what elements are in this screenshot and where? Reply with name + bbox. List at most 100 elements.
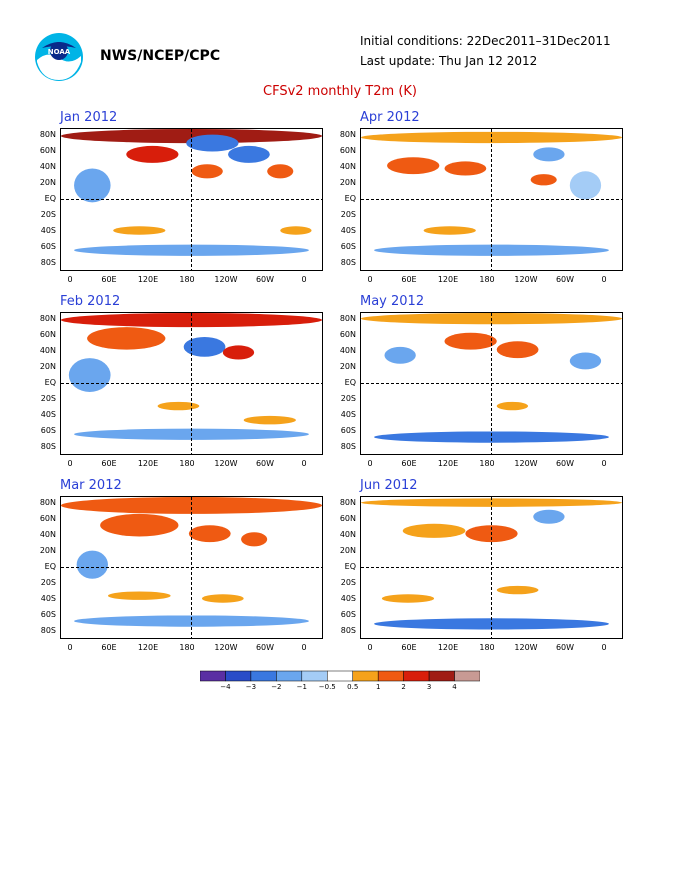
lon-label: 120E	[137, 275, 159, 284]
lat-label: 20S	[340, 210, 356, 219]
lon-label: 0	[67, 459, 73, 468]
lat-label: 20N	[339, 178, 356, 187]
colorbar-swatch	[352, 670, 379, 682]
colorbar-label: 1	[375, 683, 381, 691]
colorbar-label: 4	[452, 683, 457, 691]
lon-label: 120E	[137, 643, 159, 652]
lat-label: EQ	[344, 378, 356, 387]
panel-title: May 2012	[360, 294, 425, 309]
lat-label: 60N	[339, 514, 356, 523]
lat-label: EQ	[44, 562, 56, 571]
lat-label: 80S	[340, 258, 356, 267]
colorbar-label: 0.5	[347, 683, 359, 691]
lat-label: 60S	[40, 242, 56, 251]
lat-label: 60N	[39, 330, 56, 339]
anomaly-region	[241, 532, 268, 547]
lon-label: 180	[479, 459, 495, 468]
lon-label: 60E	[101, 643, 117, 652]
anomaly-region	[496, 585, 539, 595]
map-field	[361, 313, 622, 454]
lat-label: 20N	[339, 546, 356, 555]
anomaly-region	[243, 415, 296, 425]
anomaly-region	[74, 615, 309, 627]
anomaly-region	[68, 358, 111, 392]
lat-label: 40N	[339, 346, 356, 355]
colorbar-swatch	[428, 670, 455, 682]
lon-label: 60W	[555, 459, 575, 468]
lon-label: 120E	[437, 459, 459, 468]
lat-label: 40S	[340, 594, 356, 603]
lon-label: 60E	[401, 275, 417, 284]
figure-title: CFSv2 monthly T2m (K)	[263, 84, 417, 99]
lat-label: 40S	[40, 410, 56, 419]
colorbar-swatch	[301, 670, 328, 682]
lon-label: 0	[601, 643, 607, 652]
lat-label: 80N	[39, 314, 56, 323]
panel-title: Apr 2012	[360, 110, 420, 125]
lat-label: 60S	[340, 610, 356, 619]
lon-label: 0	[367, 275, 373, 284]
anomaly-region	[61, 497, 322, 514]
colorbar	[200, 670, 480, 682]
lat-label: 40S	[40, 594, 56, 603]
anomaly-region	[423, 226, 476, 235]
anomaly-region	[188, 525, 231, 543]
lon-label: 0	[301, 275, 307, 284]
map-field	[61, 129, 322, 270]
anomaly-region	[100, 513, 179, 537]
anomaly-map	[60, 312, 323, 455]
lat-label: 40S	[340, 226, 356, 235]
lat-label: 20S	[40, 394, 56, 403]
anomaly-region	[183, 336, 226, 357]
lat-label: 20S	[340, 394, 356, 403]
lon-label: 120W	[514, 275, 538, 284]
lon-label: 120E	[437, 275, 459, 284]
colorbar-label: −3	[245, 683, 257, 691]
panel-title: Jan 2012	[60, 110, 118, 125]
lon-label: 60W	[255, 643, 275, 652]
map-field	[61, 313, 322, 454]
lat-label: 20S	[340, 578, 356, 587]
colorbar-swatch	[327, 670, 353, 682]
lon-label: 0	[301, 643, 307, 652]
lat-label: 40N	[339, 530, 356, 539]
lat-label: 80S	[40, 258, 56, 267]
noaa-logo: NOAA	[35, 33, 83, 81]
anomaly-region	[113, 226, 166, 235]
colorbar-label: −0.5	[318, 683, 336, 691]
anomaly-map	[60, 496, 323, 639]
lon-label: 180	[179, 643, 195, 652]
lat-label: 60S	[40, 426, 56, 435]
anomaly-region	[222, 345, 255, 360]
lon-label: 0	[367, 643, 373, 652]
lat-label: 80S	[40, 442, 56, 451]
lat-label: EQ	[344, 194, 356, 203]
anomaly-region	[533, 147, 565, 162]
lon-label: 60E	[401, 459, 417, 468]
org-label: NWS/NCEP/CPC	[100, 48, 221, 64]
anomaly-region	[76, 550, 108, 579]
panel-title: Mar 2012	[60, 478, 122, 493]
anomaly-region	[201, 594, 244, 603]
lat-label: 60S	[340, 242, 356, 251]
lon-label: 120W	[514, 459, 538, 468]
anomaly-region	[387, 157, 440, 175]
lat-label: 40S	[40, 226, 56, 235]
lat-label: 60N	[339, 330, 356, 339]
colorbar-swatch	[250, 670, 277, 682]
anomaly-region	[107, 591, 171, 600]
colorbar-label: 2	[401, 683, 406, 691]
lat-label: 40N	[39, 162, 56, 171]
lat-label: EQ	[44, 194, 56, 203]
anomaly-region	[87, 327, 166, 350]
colorbar-label: −2	[271, 683, 282, 691]
lon-label: 60W	[255, 275, 275, 284]
colorbar-swatch	[276, 670, 303, 682]
lat-label: 40N	[39, 530, 56, 539]
initial-conditions: Initial conditions: 22Dec2011–31Dec2011	[360, 34, 611, 48]
lon-label: 120W	[214, 643, 238, 652]
lat-label: 20N	[339, 362, 356, 371]
anomaly-region	[569, 352, 602, 370]
lon-label: 180	[179, 275, 195, 284]
map-field	[361, 129, 622, 270]
